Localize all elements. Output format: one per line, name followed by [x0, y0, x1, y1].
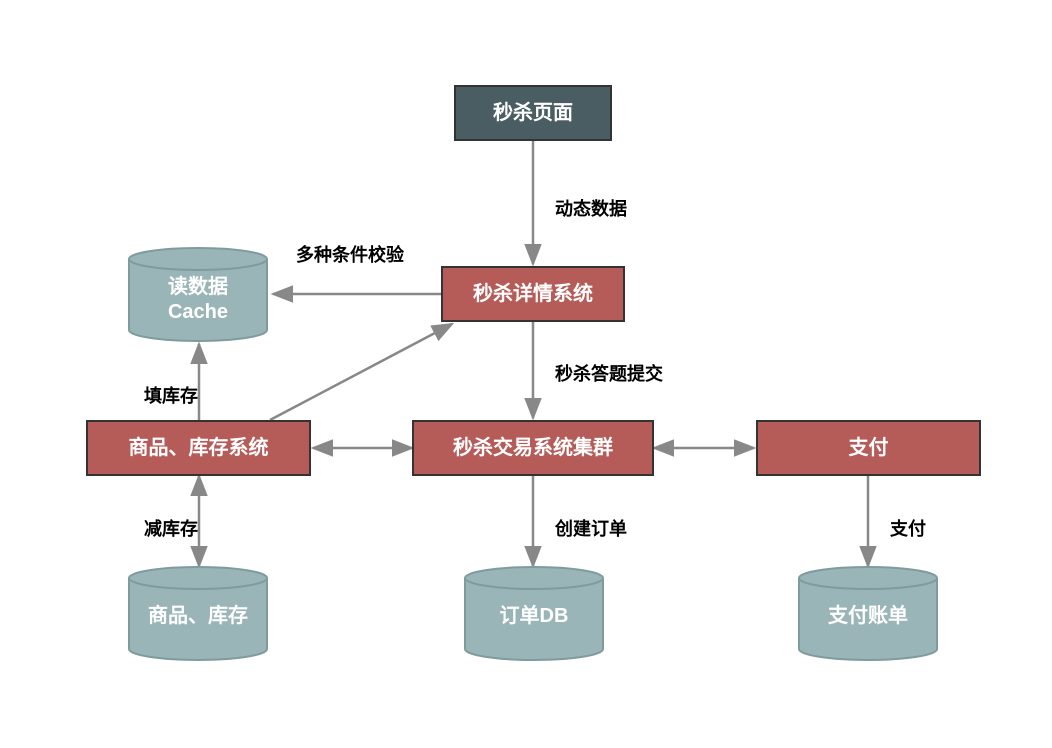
cylinder-cache: 读数据Cache: [127, 247, 269, 342]
node-label: 秒杀交易系统集群: [453, 435, 613, 461]
cylinder-goods-db: 商品、库存: [127, 566, 269, 661]
node-pay: 支付: [756, 420, 981, 476]
cylinder-label: 读数据Cache: [127, 275, 269, 325]
node-detail: 秒杀详情系统: [441, 266, 625, 322]
node-label: 秒杀详情系统: [473, 281, 593, 307]
node-label: 商品、库存系统: [129, 435, 269, 461]
edge-label: 填库存: [144, 382, 198, 408]
node-goods-sys: 商品、库存系统: [86, 420, 311, 476]
cylinder-label: 支付账单: [797, 604, 939, 629]
cylinder-pay-db: 支付账单: [797, 566, 939, 661]
edge-label: 支付: [890, 515, 926, 541]
edge-label: 动态数据: [555, 195, 627, 221]
node-label: 支付: [849, 435, 889, 461]
cylinder-label: 订单DB: [463, 604, 605, 629]
node-label: 秒杀页面: [493, 100, 573, 126]
edge-label: 创建订单: [555, 515, 627, 541]
cylinder-order-db: 订单DB: [463, 566, 605, 661]
edge-label: 减库存: [144, 515, 198, 541]
cylinder-label: 商品、库存: [127, 604, 269, 629]
edge-label: 秒杀答题提交: [555, 360, 663, 386]
architecture-diagram: 秒杀页面 秒杀详情系统 秒杀交易系统集群 商品、库存系统 支付 读数据Cache…: [0, 0, 1052, 748]
node-trade: 秒杀交易系统集群: [412, 420, 654, 476]
edge-label: 多种条件校验: [296, 241, 404, 267]
node-page: 秒杀页面: [454, 85, 612, 141]
edge-line: [270, 324, 452, 420]
